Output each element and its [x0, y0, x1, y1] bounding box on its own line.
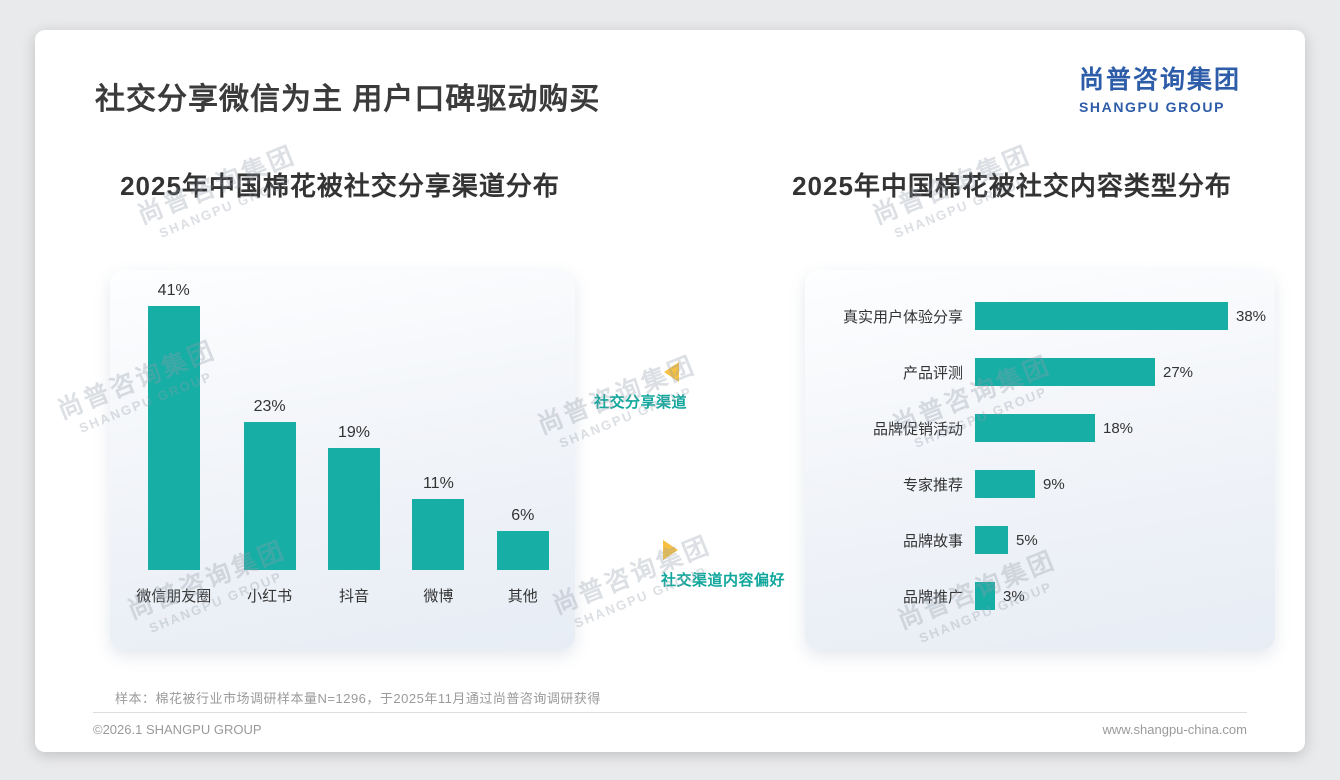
- hbar-category-label: 品牌故事: [902, 532, 963, 550]
- right-chart-title: 2025年中国棉花被社交内容类型分布: [792, 171, 1232, 201]
- bar-category-label: 微信朋友圈: [136, 588, 212, 605]
- website-url: www.shangpu-china.com: [1102, 722, 1247, 737]
- bar: [147, 306, 200, 570]
- bar: [243, 422, 296, 570]
- hbar-category-label: 品牌促销活动: [872, 420, 963, 438]
- bar-column: 19% 抖音: [327, 424, 380, 650]
- hbar-row: 产品评测 27%: [819, 344, 1267, 400]
- hbar-value-label: 38%: [1236, 307, 1267, 325]
- hbar-value-label: 18%: [1103, 419, 1134, 437]
- bar: [975, 470, 1035, 498]
- bar: [975, 302, 1228, 330]
- hbar-row: 品牌故事 5%: [819, 512, 1267, 568]
- hbar-value-label: 27%: [1163, 363, 1194, 381]
- footer-divider: [93, 712, 1247, 713]
- bar-value-label: 11%: [422, 475, 454, 492]
- company-logo: 尚普咨询集团 SHANGPU GROUP: [1079, 60, 1241, 115]
- hbar-category-label: 产品评测: [902, 364, 963, 382]
- bar-category-label: 其他: [507, 588, 538, 605]
- hbar-row: 专家推荐 9%: [819, 456, 1267, 512]
- logo-chinese-text: 尚普咨询集团: [1078, 66, 1241, 94]
- annotation-content-preference: 社交渠道内容偏好: [661, 540, 785, 590]
- bar-column: 6% 其他: [496, 507, 549, 650]
- hbar-row: 品牌推广 3%: [819, 568, 1267, 624]
- bar-value-label: 6%: [511, 507, 535, 524]
- bar-column: 11% 微博: [412, 475, 465, 650]
- vertical-bar-chart: 41% 微信朋友圈 23% 小红书 19% 抖音 11% 微博 6% 其他: [120, 270, 565, 650]
- bar: [496, 531, 549, 570]
- hbar-row: 真实用户体验分享 38%: [819, 288, 1267, 344]
- triangle-right-icon: [663, 540, 678, 560]
- bar: [327, 448, 380, 570]
- left-chart-title: 2025年中国棉花被社交分享渠道分布: [120, 171, 560, 201]
- right-chart-panel: 真实用户体验分享 38% 产品评测 27% 品牌促销活动 18% 专家推荐 9% 品牌故事 5% 品…: [805, 270, 1275, 650]
- bar-category-label: 小红书: [247, 588, 293, 605]
- horizontal-bar-chart: 真实用户体验分享 38% 产品评测 27% 品牌促销活动 18% 专家推荐 9% 品牌故事 5% 品…: [819, 288, 1267, 624]
- bar-value-label: 19%: [337, 424, 370, 441]
- bar: [975, 414, 1095, 442]
- bar-value-label: 23%: [253, 398, 286, 415]
- hbar-value-label: 9%: [1043, 475, 1065, 493]
- bar-category-label: 微博: [423, 588, 454, 605]
- hbar-value-label: 3%: [1003, 587, 1025, 605]
- hbar-row: 品牌促销活动 18%: [819, 400, 1267, 456]
- bar-column: 23% 小红书: [243, 398, 296, 650]
- bar-category-label: 抖音: [338, 588, 369, 605]
- triangle-left-icon: [664, 362, 679, 382]
- bar: [412, 499, 465, 570]
- hbar-category-label: 品牌推广: [902, 588, 963, 606]
- bar: [975, 582, 995, 610]
- footer: ©2026.1 SHANGPU GROUP www.shangpu-china.…: [93, 722, 1247, 737]
- hbar-value-label: 5%: [1016, 531, 1038, 549]
- annotation-right-label: 社交渠道内容偏好: [661, 572, 786, 589]
- copyright-text: ©2026.1 SHANGPU GROUP: [93, 722, 262, 737]
- logo-english-text: SHANGPU GROUP: [1078, 99, 1226, 115]
- hbar-category-label: 专家推荐: [902, 476, 963, 494]
- bar: [975, 358, 1155, 386]
- slide-card: 尚普咨询集团 SHANGPU GROUP 尚普咨询集团 SHANGPU GROUP 尚普…: [35, 30, 1305, 752]
- hbar-category-label: 真实用户体验分享: [842, 308, 963, 326]
- bar: [975, 526, 1008, 554]
- left-chart-panel: 41% 微信朋友圈 23% 小红书 19% 抖音 11% 微博 6% 其他: [110, 270, 575, 650]
- page-title: 社交分享微信为主 用户口碑驱动购买: [95, 83, 601, 116]
- sample-note: 样本：棉花被行业市场调研样本量N=1296，于2025年11月通过尚普咨询调研获…: [115, 691, 601, 706]
- annotation-sharing-channels: 社交分享渠道: [587, 362, 687, 412]
- bar-value-label: 41%: [157, 282, 190, 299]
- annotation-left-label: 社交分享渠道: [593, 394, 687, 411]
- bar-column: 41% 微信朋友圈: [136, 282, 211, 650]
